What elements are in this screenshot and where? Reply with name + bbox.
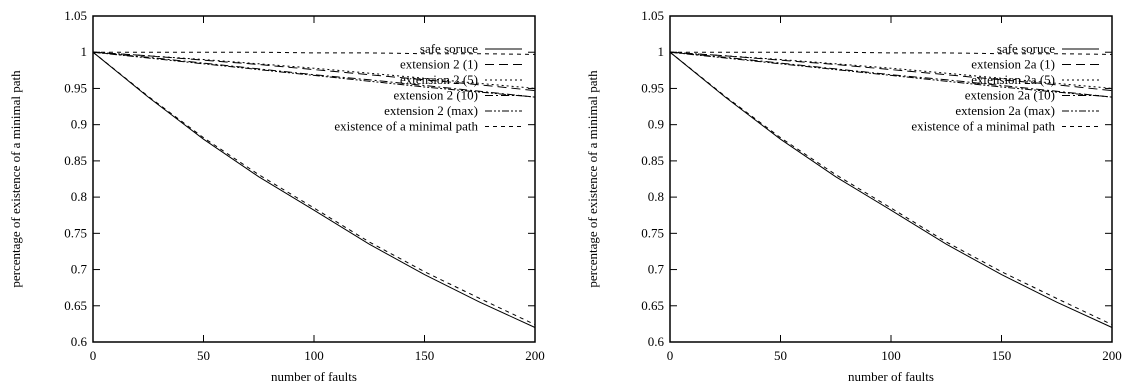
y-tick-label: 0.8 [648,189,664,204]
series-line-5 [669,51,1113,98]
y-tick-label: 0.75 [64,225,87,240]
x-tick-label: 100 [881,348,901,363]
y-tick-label: 0.75 [641,225,664,240]
y-tick-label: 0.6 [648,334,665,349]
series-line-6 [670,51,1113,55]
x-tick-label: 100 [304,348,324,363]
legend-label: extension 2a (1) [971,57,1055,72]
y-tick-label: 0.65 [64,298,87,313]
legend-label: safe soruce [420,41,478,56]
series-line-3 [669,51,1113,89]
x-tick-label: 150 [992,348,1012,363]
legend-label: existence of a minimal path [911,119,1055,134]
y-tick-label: 0.8 [71,189,87,204]
y-tick-label: 1.05 [641,8,664,23]
y-tick-label: 0.85 [64,153,87,168]
series-line-1 [92,51,536,328]
y-axis-label: percentage of existence of a minimal pat… [585,70,600,288]
y-tick-label: 0.85 [641,153,664,168]
chart-panel-left: 0.6 0.65 0.7 0.75 0.8 0.85 0.9 0.95 1 1.05 0 50 100 1… [8,8,545,384]
y-tick-label: 0.7 [648,262,665,277]
legend-label: extension 2 (10) [394,88,478,103]
x-tick-label: 200 [1102,348,1122,363]
x-axis-label: number of faults [848,369,934,384]
y-tick-label: 1 [658,44,665,59]
x-tick-label: 0 [667,348,674,363]
legend-label: extension 2 (5) [400,72,478,87]
y-tick-label: 0.95 [64,80,87,95]
chart-panel-right: 0.6 0.65 0.7 0.75 0.8 0.85 0.9 0.95 1 1.05 0 50 100 1… [585,8,1122,384]
y-tick-label: 1.05 [64,8,87,23]
y-tick-label: 0.7 [71,262,88,277]
y-tick-label: 0.9 [648,117,664,132]
series-line-1 [669,51,1113,328]
legend-label: extension 2a (10) [965,88,1055,103]
legend-label: extension 2 (1) [400,57,478,72]
legend-label: existence of a minimal path [334,119,478,134]
x-tick-label: 150 [415,348,435,363]
series-line-5 [92,51,536,98]
series-line-4 [669,51,1113,98]
series-line-3 [92,51,536,89]
series-line-2 [669,51,1113,92]
legend-label: extension 2 (max) [384,103,478,118]
legend-label: extension 2a (max) [955,103,1055,118]
y-tick-label: 0.65 [641,298,664,313]
x-tick-label: 0 [90,348,97,363]
legend-label: safe soruce [997,41,1055,56]
series-line-2 [92,51,536,92]
series-line-6 [93,51,536,55]
x-tick-label: 50 [774,348,787,363]
y-tick-label: 1 [81,44,88,59]
x-tick-label: 50 [197,348,210,363]
legend-label: extension 2a (5) [971,72,1055,87]
y-axis-label: percentage of existence of a minimal pat… [8,70,23,288]
y-tick-label: 0.6 [71,334,88,349]
y-tick-label: 0.95 [641,80,664,95]
x-axis-label: number of faults [271,369,357,384]
y-tick-label: 0.9 [71,117,87,132]
x-tick-label: 200 [525,348,545,363]
series-line-4 [92,51,536,98]
